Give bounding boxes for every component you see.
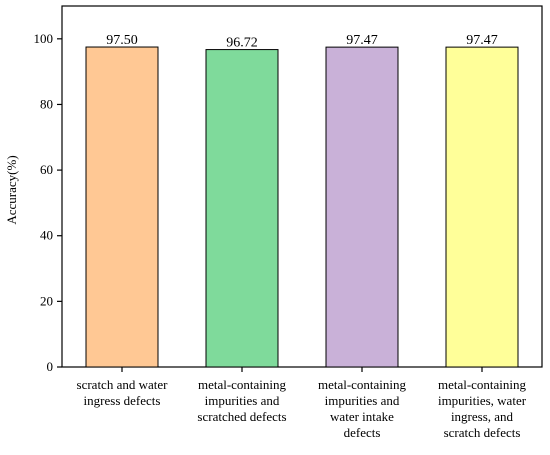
y-tick-label: 60: [40, 162, 53, 177]
category-label-line: water intake: [330, 409, 394, 424]
y-tick-label: 20: [40, 293, 53, 308]
category-label-line: defects: [344, 425, 381, 440]
y-tick-label: 100: [34, 31, 54, 46]
category-label-line: impurities and: [205, 393, 280, 408]
category-label-line: impurities, water: [438, 393, 527, 408]
category-label-line: scratched defects: [197, 409, 286, 424]
data-label: 97.50: [106, 33, 138, 48]
plot-frame: [61, 5, 543, 368]
bar: [205, 49, 279, 368]
y-axis-title: Accuracy(%): [4, 155, 19, 224]
category-label-line: scratch defects: [444, 425, 521, 440]
category-label: metal-containing impurities, water ingress…: [438, 377, 527, 440]
data-label: 97.47: [346, 33, 378, 48]
data-label: 97.47: [466, 33, 498, 48]
category-label-line: scratch and water: [77, 377, 169, 392]
category-label: metal-containing impurities and scratched …: [197, 377, 286, 424]
data-label: 96.72: [226, 36, 258, 51]
category-label-line: impurities and: [325, 393, 400, 408]
bar: [445, 46, 519, 368]
category-label: metal-containing impurities and water inta…: [318, 377, 407, 440]
category-label-line: metal-containing: [198, 377, 287, 392]
category-label-line: metal-containing: [318, 377, 407, 392]
category-label-line: ingress, and: [451, 409, 514, 424]
bar: [85, 46, 159, 368]
y-tick-label: 0: [47, 359, 54, 374]
y-tick-label: 80: [40, 96, 53, 111]
category-label: scratch and water ingress defects: [77, 377, 169, 408]
category-label-line: ingress defects: [84, 393, 161, 408]
y-tick-label: 40: [40, 228, 53, 243]
category-label-line: metal-containing: [438, 377, 527, 392]
bar: [325, 46, 399, 368]
